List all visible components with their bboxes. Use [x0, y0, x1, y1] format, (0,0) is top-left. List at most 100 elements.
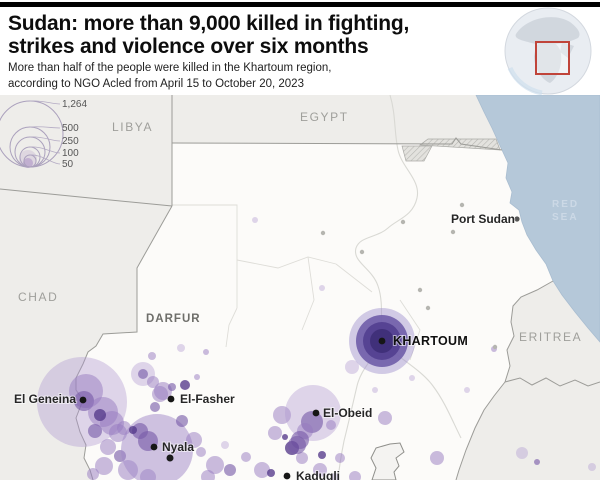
legend-value: 100 — [62, 148, 79, 159]
conflict-bubble — [273, 406, 291, 424]
headline-line2: strikes and violence over six months — [8, 35, 369, 59]
city-dot — [79, 396, 87, 404]
subtitle: More than half of the people were killed… — [8, 60, 478, 92]
town-dot — [459, 202, 465, 208]
headline: Sudan: more than 9,000 killed in fightin… — [8, 12, 488, 58]
country-label: LIBYA — [112, 120, 153, 134]
conflict-bubble — [345, 360, 359, 374]
globe-continent-eurasia — [515, 17, 580, 45]
conflict-bubble — [150, 402, 160, 412]
locator-globe — [504, 7, 592, 96]
conflict-bubble — [148, 352, 156, 360]
globe-continent-africa — [534, 41, 562, 83]
conflict-bubble — [180, 380, 190, 390]
conflict-bubble — [221, 441, 229, 449]
headline-line1: Sudan: more than 9,000 killed in fightin… — [8, 12, 410, 35]
globe-continent-arabia — [560, 42, 574, 58]
conflict-bubble — [203, 349, 209, 355]
conflict-bubble — [331, 473, 339, 480]
conflict-bubble — [95, 457, 113, 475]
conflict-bubble — [129, 426, 137, 434]
legend-connector — [29, 126, 61, 129]
conflict-bubble — [206, 456, 224, 474]
city-label: El-Fasher — [180, 392, 235, 406]
conflict-bubble — [326, 420, 336, 430]
conflict-bubble — [186, 432, 202, 448]
legend-value: 1,264 — [62, 99, 87, 110]
conflict-bubble — [176, 415, 188, 427]
town-dot — [400, 219, 406, 225]
city-dot — [378, 337, 386, 345]
town-layer — [320, 202, 498, 350]
city-label: El Geneina — [14, 392, 76, 406]
city-dot — [283, 472, 291, 480]
country-label: ERITREA — [519, 330, 582, 344]
conflict-bubble — [588, 463, 596, 471]
city-label: Port Sudan — [451, 212, 515, 226]
conflict-bubble — [117, 421, 131, 435]
city-label: KHARTOUM — [393, 334, 468, 348]
conflict-bubble — [335, 453, 345, 463]
town-dot — [359, 249, 365, 255]
town-dot — [417, 287, 423, 293]
town-dot — [425, 305, 431, 311]
conflict-bubble — [166, 454, 174, 462]
conflict-bubble — [288, 436, 306, 454]
conflict-bubble — [430, 451, 444, 465]
conflict-bubble — [378, 411, 392, 425]
town-dot — [492, 344, 498, 350]
map: LIBYA EGYPT CHAD ERITREA DARFUR RED SEA Port Su… — [0, 94, 600, 480]
region-label: DARFUR — [146, 313, 201, 325]
conflict-bubble — [464, 387, 470, 393]
conflict-bubble — [296, 452, 308, 464]
conflict-bubble — [282, 434, 288, 440]
conflict-bubble — [241, 452, 251, 462]
conflict-bubble — [409, 375, 415, 381]
conflict-bubble — [196, 447, 206, 457]
city-dot — [150, 443, 158, 451]
conflict-bubble — [100, 439, 116, 455]
conflict-bubble — [132, 423, 148, 439]
top-rule — [0, 2, 600, 7]
conflict-bubble — [201, 470, 215, 480]
sea-label: SEA — [552, 212, 579, 223]
locator-highlight-box — [535, 41, 570, 75]
conflict-bubble — [147, 376, 159, 388]
city-label: Nyala — [162, 440, 194, 454]
map-container: LIBYA EGYPT CHAD ERITREA DARFUR RED SEA Port Su… — [0, 94, 600, 480]
conflict-bubble — [87, 468, 99, 480]
legend-value: 500 — [62, 123, 79, 134]
country-label: EGYPT — [300, 110, 349, 124]
conflict-bubble — [534, 459, 540, 465]
country-label: CHAD — [18, 290, 58, 304]
legend-value: 50 — [62, 159, 74, 170]
legend-connector — [29, 154, 61, 165]
conflict-bubble — [194, 374, 200, 380]
label-layer: LIBYA EGYPT CHAD ERITREA DARFUR RED SEA Port Su… — [13, 110, 582, 480]
conflict-bubble — [94, 409, 106, 421]
city-dot — [167, 395, 175, 403]
legend-value: 250 — [62, 136, 79, 147]
town-dot — [320, 230, 326, 236]
conflict-bubble — [88, 424, 102, 438]
town-dot — [450, 229, 456, 235]
conflict-bubble — [252, 217, 258, 223]
sudan-landmass — [76, 138, 553, 480]
sea-label: RED — [552, 199, 579, 210]
red-sea — [475, 94, 600, 343]
conflict-bubble — [516, 447, 528, 459]
subtitle-line1: More than half of the people were killed… — [8, 62, 332, 74]
conflict-bubble — [267, 469, 275, 477]
conflict-bubble — [372, 387, 378, 393]
conflict-bubble — [224, 464, 236, 476]
abyei-outline — [370, 442, 405, 480]
legend-connector — [29, 136, 61, 142]
legend-connector — [29, 100, 61, 105]
conflict-bubble — [177, 344, 185, 352]
conflict-bubble — [318, 451, 326, 459]
city-label: El-Obeid — [323, 406, 372, 420]
legend-connector — [29, 146, 61, 154]
conflict-bubble — [254, 462, 270, 478]
